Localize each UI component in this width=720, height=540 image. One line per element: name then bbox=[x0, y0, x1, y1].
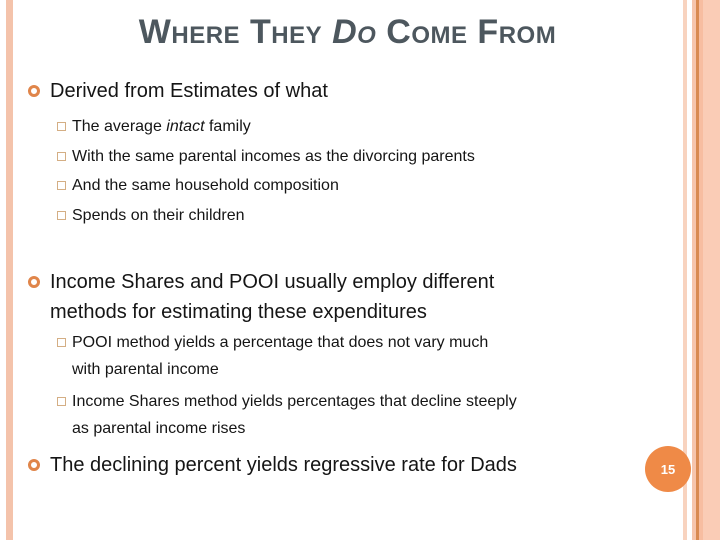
page-number-badge: 15 bbox=[645, 446, 691, 492]
sub-text-line: with parental income bbox=[72, 361, 219, 378]
right-accent-stripe bbox=[683, 0, 687, 540]
right-accent-stripe bbox=[699, 0, 703, 540]
bullet-text-line: Income Shares and POOI usually employ di… bbox=[50, 271, 495, 293]
right-accent-stripe bbox=[692, 0, 696, 540]
checkbox-square-icon bbox=[57, 210, 66, 220]
sub-text-post: family bbox=[204, 118, 251, 135]
methods-sub-list: POOI method yields a percentage that doe… bbox=[57, 329, 657, 447]
sub-text-line: POOI method yields a percentage that doe… bbox=[72, 334, 489, 351]
checkbox-square-icon bbox=[57, 122, 66, 131]
sub-text: Spends on their children bbox=[72, 206, 245, 224]
checkbox-square-icon bbox=[57, 397, 66, 406]
bullet-declining-percent-regressive: The declining percent yields regressive … bbox=[28, 452, 628, 479]
right-accent-stripe bbox=[703, 0, 720, 540]
bullet-text-line: methods for estimating these expenditure… bbox=[50, 301, 427, 323]
sub-text-italic: intact bbox=[166, 118, 205, 135]
list-item-pooi-method: POOI method yields a percentage that doe… bbox=[57, 329, 657, 383]
checkbox-square-icon bbox=[57, 151, 66, 161]
sub-text: With the same parental incomes as the di… bbox=[72, 147, 475, 165]
list-item-same-household-composition: And the same household composition bbox=[57, 171, 637, 201]
bullet-income-shares-pooi-methods: Income Shares and POOI usually employ di… bbox=[28, 267, 628, 327]
page-number: 15 bbox=[660, 461, 676, 477]
list-item-same-parental-incomes: With the same parental incomes as the di… bbox=[57, 142, 637, 172]
title-text-post: Come From bbox=[376, 13, 557, 51]
checkbox-square-icon bbox=[57, 181, 66, 190]
bullet-ring-icon bbox=[28, 276, 40, 288]
right-accent-stripe bbox=[696, 0, 699, 540]
list-item-spends-on-children: Spends on their children bbox=[57, 201, 637, 231]
left-accent-stripe bbox=[6, 0, 13, 540]
checkbox-square-icon bbox=[57, 338, 66, 347]
bullet-text: Derived from Estimates of what bbox=[50, 80, 328, 102]
slide-title: Where They Do Come From bbox=[20, 13, 675, 52]
sub-text-pre: The average bbox=[72, 118, 167, 135]
list-item-income-shares-method: Income Shares method yields percentages … bbox=[57, 388, 657, 442]
bullet-ring-icon bbox=[28, 459, 40, 471]
title-text-italic: Do bbox=[332, 13, 377, 51]
bullet-ring-icon bbox=[28, 85, 40, 97]
bullet-derived-from-estimates: Derived from Estimates of what bbox=[28, 78, 628, 105]
sub-text-line: Income Shares method yields percentages … bbox=[72, 393, 517, 410]
sub-text: And the same household composition bbox=[72, 177, 339, 194]
estimates-sub-list: The average intact family With the same … bbox=[57, 112, 637, 230]
title-text-pre: Where They bbox=[138, 13, 333, 51]
bullet-text: The declining percent yields regressive … bbox=[50, 454, 517, 476]
sub-text-line: as parental income rises bbox=[72, 420, 246, 437]
list-item-average-intact-family: The average intact family bbox=[57, 112, 637, 142]
